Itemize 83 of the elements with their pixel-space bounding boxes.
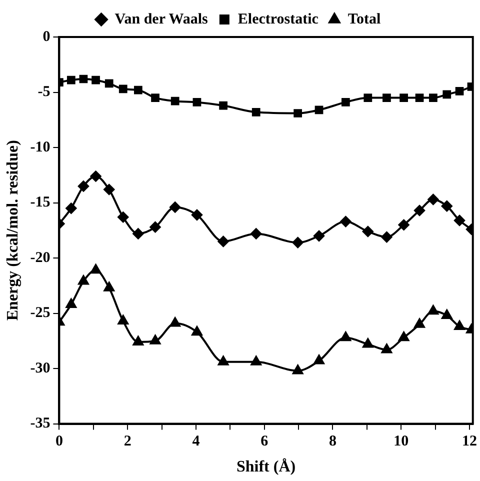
- point: [170, 202, 181, 213]
- point: [92, 76, 100, 84]
- x-tick-label: 4: [192, 434, 200, 450]
- point: [218, 236, 229, 247]
- point: [314, 354, 324, 364]
- point: [292, 364, 304, 374]
- point: [342, 98, 350, 106]
- point: [104, 79, 114, 88]
- point: [192, 326, 202, 336]
- legend-label: Total: [348, 11, 381, 28]
- point: [104, 282, 114, 292]
- y-tick-label: -10: [30, 139, 50, 156]
- point: [118, 212, 129, 223]
- x-tick-label: 8: [328, 434, 336, 450]
- point: [170, 317, 180, 327]
- point: [192, 98, 202, 106]
- point: [454, 214, 466, 226]
- point: [382, 94, 391, 102]
- point: [314, 230, 325, 242]
- point: [78, 180, 89, 192]
- legend-label: Electrostatic: [238, 11, 319, 28]
- point: [340, 216, 352, 228]
- y-tick-label: -35: [30, 416, 50, 432]
- point: [90, 170, 102, 182]
- point: [66, 202, 77, 214]
- point: [398, 219, 410, 230]
- y-tick-label: -20: [30, 250, 50, 266]
- point: [292, 237, 304, 248]
- point: [294, 109, 302, 118]
- point: [414, 205, 426, 216]
- point: [118, 315, 128, 325]
- point: [151, 94, 160, 102]
- legend-label: Van der Waals: [114, 11, 208, 28]
- point: [250, 356, 262, 366]
- x-tick-label: 10: [394, 434, 409, 450]
- x-tick-label: 2: [124, 434, 132, 450]
- point: [191, 209, 202, 220]
- point: [314, 106, 324, 114]
- point: [118, 84, 128, 94]
- point: [132, 336, 144, 346]
- x-tick-label: 12: [462, 434, 477, 450]
- point: [455, 86, 464, 96]
- y-tick-label: -25: [30, 305, 50, 322]
- point: [132, 228, 144, 240]
- y-axis-title: Energy (kcal/mol. residue): [4, 140, 22, 321]
- point: [414, 318, 425, 328]
- point: [454, 320, 465, 330]
- point: [66, 76, 76, 84]
- point: [134, 86, 142, 94]
- point: [429, 94, 438, 102]
- point: [364, 94, 372, 102]
- point: [340, 332, 352, 342]
- point: [362, 338, 374, 348]
- x-axis-title: Shift (Å): [236, 458, 296, 476]
- point: [400, 94, 408, 102]
- point: [170, 96, 180, 106]
- point: [381, 232, 392, 243]
- y-tick-label: 0: [42, 28, 50, 45]
- point: [78, 275, 89, 285]
- point: [90, 264, 102, 274]
- x-tick-label: 0: [55, 434, 63, 450]
- y-tick-label: -30: [30, 360, 50, 376]
- point: [104, 184, 115, 196]
- point: [415, 94, 424, 102]
- y-tick-label: -15: [30, 194, 50, 211]
- point: [442, 309, 452, 319]
- point: [218, 356, 229, 366]
- point: [250, 228, 262, 240]
- point: [79, 74, 88, 84]
- point: [252, 108, 260, 116]
- point: [362, 226, 374, 238]
- point: [150, 334, 161, 344]
- point: [441, 200, 452, 212]
- point: [428, 305, 439, 315]
- point: [428, 194, 439, 205]
- y-tick-label: -5: [38, 84, 50, 100]
- point: [381, 344, 392, 354]
- point: [219, 101, 228, 110]
- x-tick-label: 6: [260, 434, 269, 450]
- point: [150, 222, 161, 233]
- point: [442, 90, 452, 99]
- point: [398, 332, 410, 342]
- point: [66, 298, 76, 308]
